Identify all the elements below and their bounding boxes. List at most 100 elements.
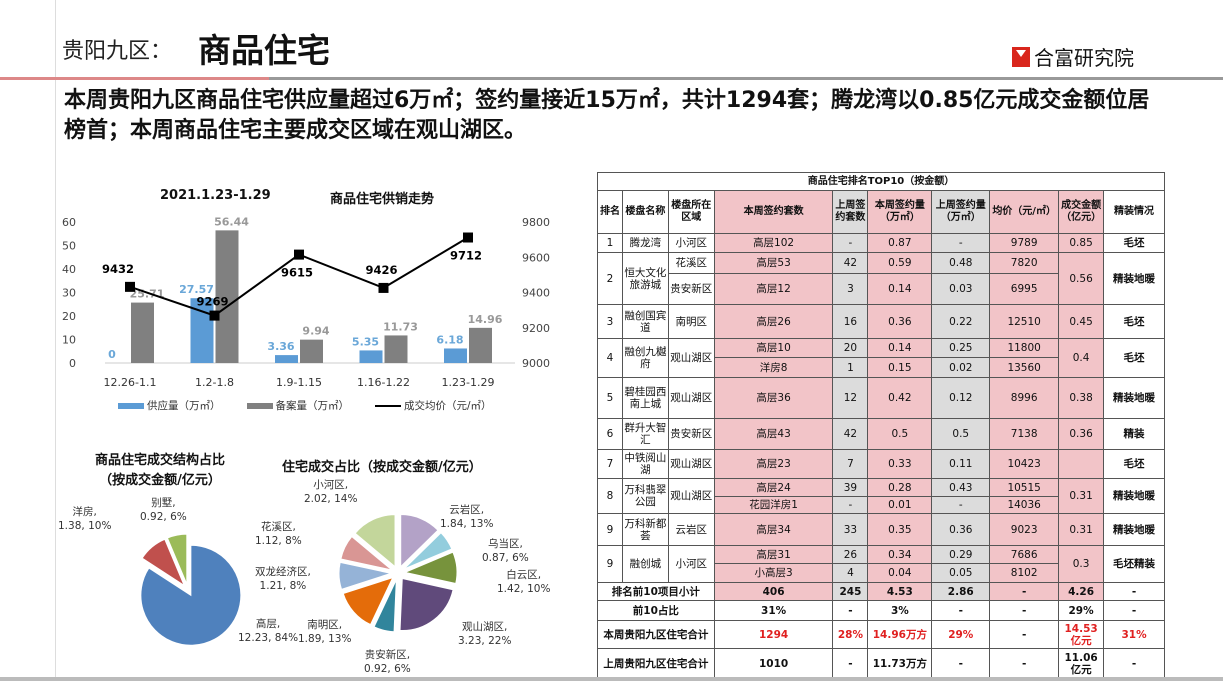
cell-lastvol: 0.05 — [931, 563, 991, 583]
pie-label: 别墅, 0.92, 6% — [140, 497, 187, 523]
column-header: 本周签约套数 — [713, 190, 834, 234]
district: 小河区 — [667, 545, 715, 583]
bar-filing — [131, 302, 154, 363]
rank: 2 — [597, 252, 623, 305]
rank: 3 — [597, 304, 623, 339]
column-header: 成交金额（亿元） — [1058, 190, 1105, 234]
project-name: 中铁阅山湖 — [621, 449, 669, 479]
cell-price: 9789 — [989, 233, 1060, 253]
column-header: 上周签约套数 — [832, 190, 869, 234]
total-cell: - — [1103, 600, 1165, 621]
total-row: 本周贵阳九区住宅合计 1294 28% 14.96万方 29% -14.53亿元 31% — [597, 620, 1165, 649]
column-header: 上周签约量（万㎡） — [931, 190, 991, 234]
structure-pie-title: 商品住宅成交结构占比 （按成交金额/亿元） — [94, 453, 225, 488]
cell-amount: 0.38 — [1058, 377, 1105, 419]
cell-units: 高层24 — [713, 478, 834, 497]
cell-lastvol: - — [931, 496, 991, 514]
cell-amount: 0.85 — [1058, 233, 1105, 253]
cell-finish: 毛坯精装 — [1103, 545, 1165, 583]
total-cell: 4.53 — [867, 582, 933, 601]
left-guide-line — [55, 0, 56, 681]
pie-slice — [141, 538, 186, 587]
total-label: 本周贵阳九区住宅合计 — [597, 620, 715, 649]
pie-label: 乌当区, 0.87, 6% — [482, 538, 529, 564]
district: 观山湖区 — [667, 377, 715, 419]
legend-price: 成交均价（元/㎡） — [375, 398, 492, 413]
data-label: 56.44 — [214, 215, 249, 228]
y2-tick-label: 9800 — [522, 216, 550, 229]
project-name: 恒大文化旅游城 — [621, 252, 669, 305]
page-title: 商品住宅 — [198, 31, 330, 70]
cell-units: 花园洋房1 — [713, 496, 834, 514]
cell-finish: 毛坯 — [1103, 338, 1165, 378]
pie-slice — [403, 551, 458, 585]
pie-slice — [403, 532, 453, 570]
cell-last: 42 — [832, 252, 869, 274]
total-cell: 245 — [832, 582, 869, 601]
cell-units: 高层34 — [713, 513, 834, 546]
data-label: 11.73 — [383, 320, 418, 333]
cell-lastvol: 0.5 — [931, 418, 991, 450]
cell-vol: 0.01 — [867, 496, 933, 514]
project-name: 融创城 — [621, 545, 669, 583]
price-marker — [378, 282, 389, 293]
cell-finish: 毛坯 — [1103, 449, 1165, 479]
y2-tick-label: 9400 — [522, 287, 550, 300]
cell-last: 33 — [832, 513, 869, 546]
cell-finish: 毛坯 — [1103, 304, 1165, 339]
total-cell: 14.96万方 — [867, 620, 933, 649]
pie-label: 白云区, 1.42, 10% — [497, 569, 551, 595]
chart-legend: 供应量（万㎡） 备案量（万㎡） 成交均价（元/㎡） — [118, 398, 492, 413]
cell-finish: 精装地暖 — [1103, 252, 1165, 305]
cell-price: 13560 — [989, 357, 1060, 378]
total-cell: 4.26 — [1058, 582, 1105, 601]
total-row: 排名前10项目小计 406 245 4.53 2.86-4.26- — [597, 582, 1165, 601]
data-label: 27.57 — [179, 283, 214, 296]
pie-label: 小河区, 2.02, 14% — [304, 479, 358, 505]
total-label: 上周贵阳九区住宅合计 — [597, 648, 715, 679]
project-name: 融创国宾道 — [621, 304, 669, 339]
district-pie-title: 住宅成交占比（按成交金额/亿元） — [282, 460, 482, 475]
bar-filing — [469, 327, 492, 363]
table-row: 5 碧桂园西南上城 观山湖区 高层36 12 0.42 0.12 8996 0.38 精装地暖 — [597, 377, 1165, 419]
pie-label: 花溪区, 1.12, 8% — [255, 521, 302, 547]
cell-vol: 0.14 — [867, 338, 933, 358]
pie-label: 云岩区, 1.84, 13% — [440, 504, 494, 530]
cell-lastvol: - — [931, 233, 991, 253]
cell-vol: 0.14 — [867, 273, 933, 305]
cell-lastvol: 0.12 — [931, 377, 991, 419]
table-row: 9 融创城 小河区 高层31 26 0.34 0.29 7686 0.3 毛坯精装 — [597, 545, 1165, 583]
total-cell: - — [832, 648, 869, 679]
price-label: 9615 — [281, 266, 313, 280]
cell-vol: 0.04 — [867, 563, 933, 583]
project-name: 融创九樾府 — [621, 338, 669, 378]
project-name: 万科新都荟 — [621, 513, 669, 546]
cell-amount: 0.4 — [1058, 338, 1105, 378]
pie-slice — [399, 577, 454, 632]
cell-last: 7 — [832, 449, 869, 479]
cell-units: 高层53 — [713, 252, 834, 274]
table-row: 1 腾龙湾 小河区 高层102-0.87-9789 0.85 毛坯 — [597, 233, 1165, 253]
y2-tick-label: 9600 — [522, 251, 550, 264]
total-cell: - — [989, 582, 1060, 601]
total-row: 上周贵阳九区住宅合计 1010-11.73万方 - -11.06亿元 - — [597, 648, 1165, 679]
cell-finish: 精装地暖 — [1103, 513, 1165, 546]
total-cell: 14.53亿元 — [1058, 620, 1105, 649]
cell-vol: 0.34 — [867, 545, 933, 564]
pie-label: 高层, 12.23, 84% — [238, 618, 299, 644]
cell-amount: 0.45 — [1058, 304, 1105, 339]
cell-price: 11800 — [989, 338, 1060, 358]
cell-price: 8102 — [989, 563, 1060, 583]
total-cell: 406 — [713, 582, 834, 601]
legend-supply: 供应量（万㎡） — [118, 398, 221, 413]
cell-last: - — [832, 496, 869, 514]
cell-lastvol: 0.22 — [931, 304, 991, 339]
pie-label: 洋房, 1.38, 10% — [58, 506, 112, 532]
bar-supply — [190, 298, 214, 363]
cell-lastvol: 0.03 — [931, 273, 991, 305]
top10-table: 商品住宅排名TOP10（按金额） 排名 楼盘名称 楼盘所在区域 本周签约套数 上周签约套数… — [597, 172, 1165, 679]
cell-vol: 0.36 — [867, 304, 933, 339]
y-tick-label: 50 — [62, 240, 76, 253]
cell-units: 高层43 — [713, 418, 834, 450]
bar-chart-subtitle: 2021.1.23-1.29 — [160, 188, 271, 203]
